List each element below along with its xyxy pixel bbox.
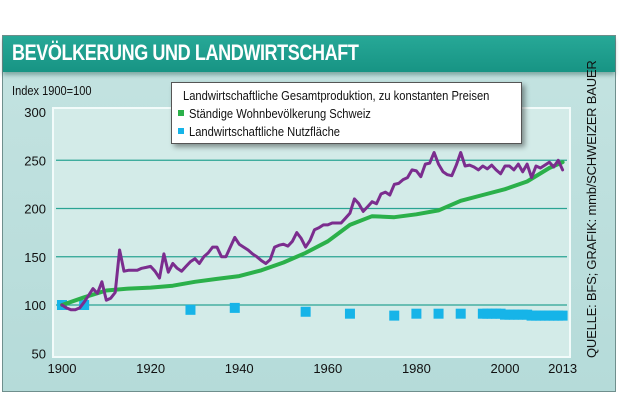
x-tick-label: 1960: [313, 361, 342, 376]
source-credit: QUELLE: BFS; GRAFIK: mmb/SCHWEIZER BAUER: [584, 60, 599, 358]
line-gesamtproduktion: [60, 151, 565, 312]
chart-title: BEVÖLKERUNG UND LANDWIRTSCHAFT: [12, 40, 359, 65]
data-point-nutzflaeche: [229, 302, 240, 313]
x-tick-label: 1920: [136, 361, 165, 376]
data-point-nutzflaeche: [433, 308, 444, 319]
legend-label-production: Landwirtschaftliche Gesamtproduktion, zu…: [183, 87, 490, 103]
legend-item-production: Landwirtschaftliche Gesamtproduktion, zu…: [178, 86, 521, 104]
data-point-nutzflaeche: [185, 304, 196, 315]
data-point-nutzflaeche: [557, 310, 568, 321]
x-tick-label: 1900: [48, 361, 77, 376]
plot-area: [52, 107, 571, 358]
data-point-nutzflaeche: [389, 310, 400, 321]
legend-swatch-population: [178, 110, 184, 116]
data-point-nutzflaeche: [79, 300, 90, 310]
y-tick-label: 200: [24, 202, 46, 217]
y-tick-label: 100: [24, 298, 46, 313]
x-tick-label: 2000: [491, 361, 520, 376]
legend-item-population: Ständige Wohnbevölkerung Schweiz: [178, 104, 521, 122]
y-tick-label: 300: [24, 105, 46, 120]
y-axis-label: Index 1900=100: [12, 83, 92, 98]
y-tick-label: 250: [24, 153, 46, 168]
x-tick-label: 1980: [402, 361, 431, 376]
legend-item-area: Landwirtschaftliche Nutzfläche: [178, 122, 521, 140]
data-point-nutzflaeche: [300, 306, 311, 317]
legend-swatch-area: [178, 128, 184, 134]
y-tick-label: 50: [32, 346, 46, 361]
data-point-nutzflaeche: [411, 308, 422, 319]
y-tick-label: 150: [24, 250, 46, 265]
data-point-nutzflaeche: [344, 308, 355, 319]
x-tick-label: 2013: [548, 361, 577, 376]
x-tick-label: 1940: [225, 361, 254, 376]
legend-label-area: Landwirtschaftliche Nutzfläche: [189, 123, 341, 139]
legend-label-population: Ständige Wohnbevölkerung Schweiz: [189, 105, 371, 121]
data-point-nutzflaeche: [455, 308, 466, 319]
line-wohnbevoelkerung: [60, 160, 565, 307]
title-bar: BEVÖLKERUNG UND LANDWIRTSCHAFT: [3, 36, 615, 72]
legend: Landwirtschaftliche Gesamtproduktion, zu…: [171, 82, 522, 144]
